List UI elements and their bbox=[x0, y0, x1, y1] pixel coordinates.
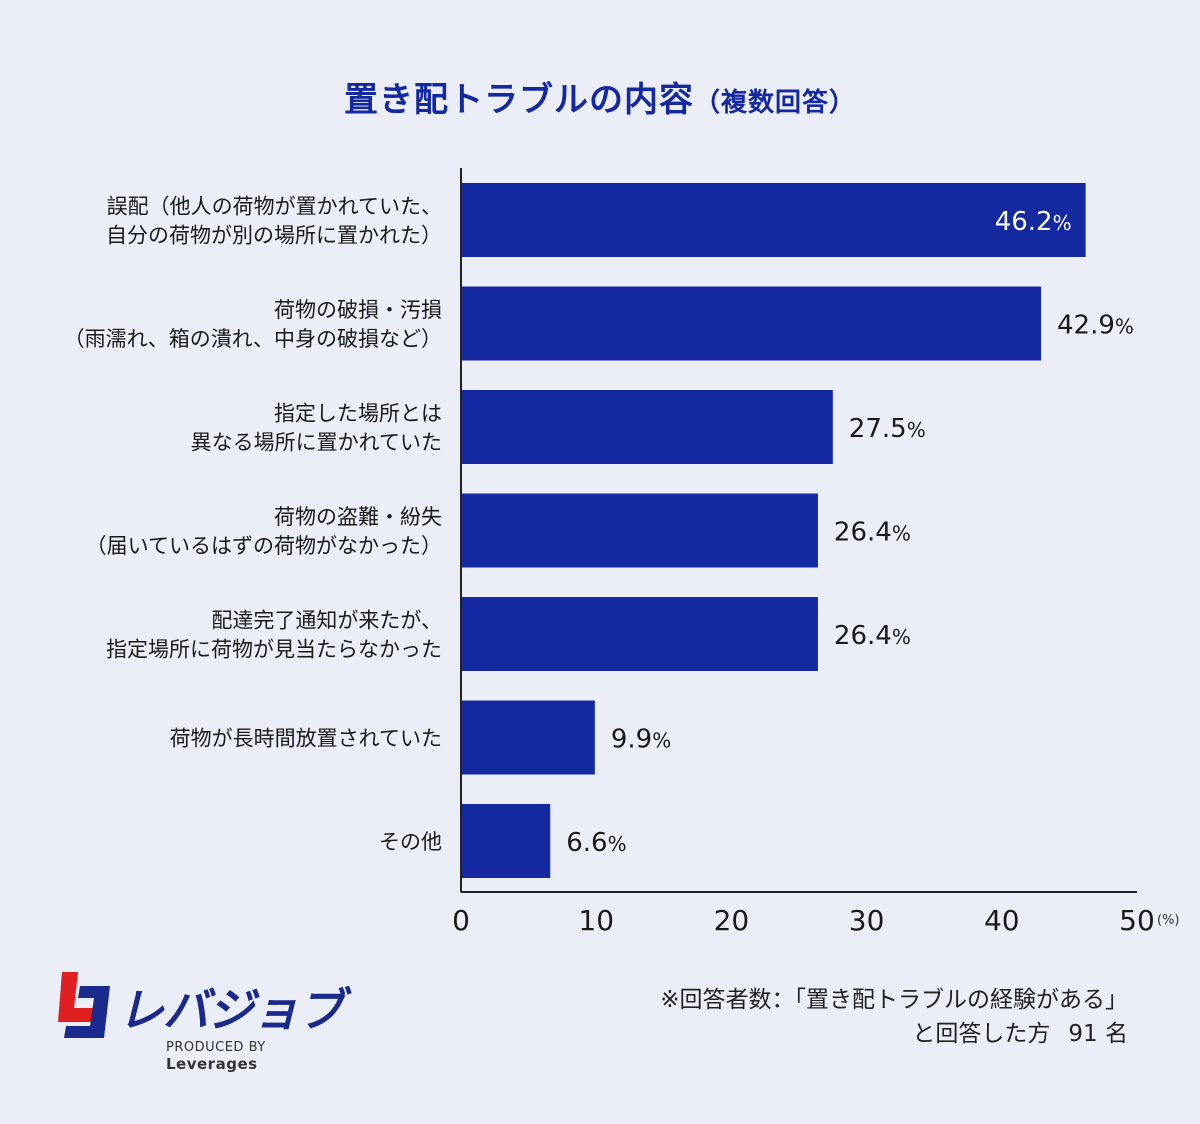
chart-title: 置き配トラブルの内容（複数回答） bbox=[0, 72, 1200, 121]
x-axis-unit: (%) bbox=[1157, 913, 1180, 928]
bar-4 bbox=[461, 597, 818, 671]
category-label-1-1: （雨濡れ、箱の潰れ、中身の破損など） bbox=[64, 327, 442, 351]
x-tick-label-5: 50 bbox=[1119, 904, 1155, 937]
category-label-0-0: 誤配（他人の荷物が置かれていた、 bbox=[107, 195, 442, 219]
logo-company: Leverages bbox=[166, 1055, 258, 1073]
data-label-0: 46.2% bbox=[995, 207, 1072, 237]
respondent-count: 91 名 bbox=[1068, 1021, 1128, 1047]
category-label-3-1: （届いているはずの荷物がなかった） bbox=[86, 534, 442, 558]
category-label-5-0: 荷物が長時間放置されていた bbox=[170, 727, 442, 751]
logo-mark-icon bbox=[58, 972, 110, 1038]
data-label-1: 42.9% bbox=[1057, 311, 1134, 341]
data-label-6: 6.6% bbox=[566, 828, 626, 858]
footnote-line2: と回答した方 bbox=[912, 1021, 1051, 1047]
bar-6 bbox=[461, 804, 551, 878]
levajob-logo: レバジョブ PRODUCED BY Leverages bbox=[52, 970, 352, 1073]
category-label-4-1: 指定場所に荷物が見当たらなかった bbox=[106, 638, 442, 662]
x-tick-label-4: 40 bbox=[984, 904, 1020, 937]
category-label-2-0: 指定した場所とは bbox=[274, 402, 442, 426]
chart-title-sub: （複数回答） bbox=[693, 88, 856, 118]
footnote-line1: ※回答者数：「置き配トラブルの経験がある」 bbox=[660, 987, 1128, 1013]
category-label-2-1: 異なる場所に置かれていた bbox=[191, 431, 442, 455]
category-label-6-0: その他 bbox=[379, 830, 442, 854]
footnote: ※回答者数：「置き配トラブルの経験がある」 と回答した方 91 名 bbox=[660, 983, 1128, 1051]
data-label-4: 26.4% bbox=[834, 621, 911, 651]
category-label-4-0: 配達完了通知が来たが、 bbox=[211, 609, 442, 633]
logo-name: レバジョブ bbox=[118, 983, 344, 1037]
x-tick-label-0: 0 bbox=[452, 904, 470, 937]
x-tick-label-3: 30 bbox=[849, 904, 885, 937]
x-tick-label-2: 20 bbox=[714, 904, 750, 937]
category-label-3-0: 荷物の盗難・紛失 bbox=[274, 505, 442, 529]
logo-produced-by: PRODUCED BY Leverages bbox=[166, 1040, 352, 1073]
chart-title-main: 置き配トラブルの内容 bbox=[343, 80, 694, 120]
bar-2 bbox=[461, 390, 833, 464]
bar-1 bbox=[461, 286, 1042, 361]
logo-produced-label: PRODUCED BY bbox=[166, 1040, 266, 1055]
data-label-2: 27.5% bbox=[849, 414, 926, 444]
bar-5 bbox=[461, 700, 595, 775]
data-label-3: 26.4% bbox=[834, 518, 911, 548]
category-label-0-1: 自分の荷物が別の場所に置かれた） bbox=[106, 224, 442, 248]
x-tick-label-1: 10 bbox=[578, 904, 614, 937]
bar-3 bbox=[461, 493, 818, 568]
category-label-1-0: 荷物の破損・汚損 bbox=[274, 298, 442, 322]
bar-chart: 46.2% 誤配（他人の荷物が置かれていた、自分の荷物が別の場所に置かれた） 42.… bbox=[64, 168, 1180, 937]
bar-0 bbox=[461, 183, 1086, 257]
data-label-5: 9.9% bbox=[611, 725, 671, 755]
